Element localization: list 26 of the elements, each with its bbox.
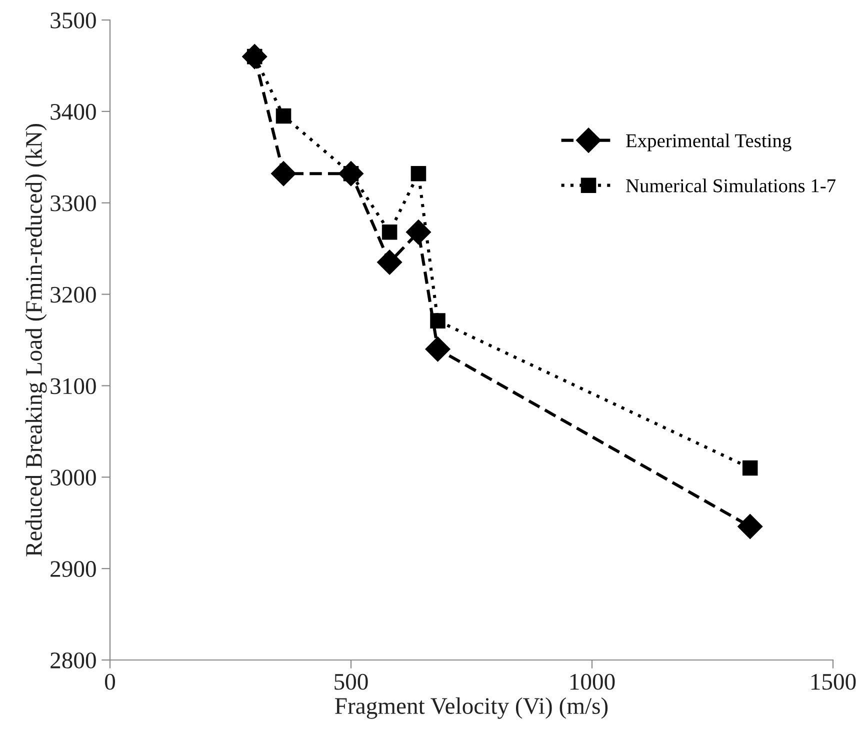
point — [382, 224, 398, 240]
point — [410, 166, 426, 182]
y-tick-label: 3300 — [50, 195, 96, 212]
y-tick-label: 3400 — [50, 104, 96, 120]
y-tick-label: 2800 — [50, 652, 96, 668]
point — [276, 108, 292, 124]
point — [271, 161, 296, 186]
y-tick-label: 3200 — [50, 286, 96, 303]
point — [742, 460, 758, 476]
x-tick-label: 500 — [334, 674, 368, 690]
y-tick-label: 3100 — [50, 378, 96, 394]
x-tick-label: 0 — [104, 674, 116, 690]
x-axis-title: Fragment Velocity (Vi) (m/s) — [335, 697, 608, 719]
x-tick-label: 1000 — [570, 674, 615, 690]
y-axis-title: Reduced Breaking Load (Fmin-reduced) (kN) — [25, 124, 47, 556]
point — [738, 514, 763, 539]
y-tick-label: 3000 — [50, 470, 96, 486]
y-tick-label: 2900 — [50, 561, 96, 577]
point — [377, 250, 402, 275]
legend-label: Experimental Testing — [626, 134, 792, 152]
point — [406, 220, 431, 245]
y-tick-label: 3500 — [50, 12, 96, 28]
point — [425, 336, 450, 362]
x-tick-label: 1500 — [811, 674, 856, 690]
legend-label: Numerical Simulations 1-7 — [626, 178, 836, 192]
point — [430, 313, 446, 328]
